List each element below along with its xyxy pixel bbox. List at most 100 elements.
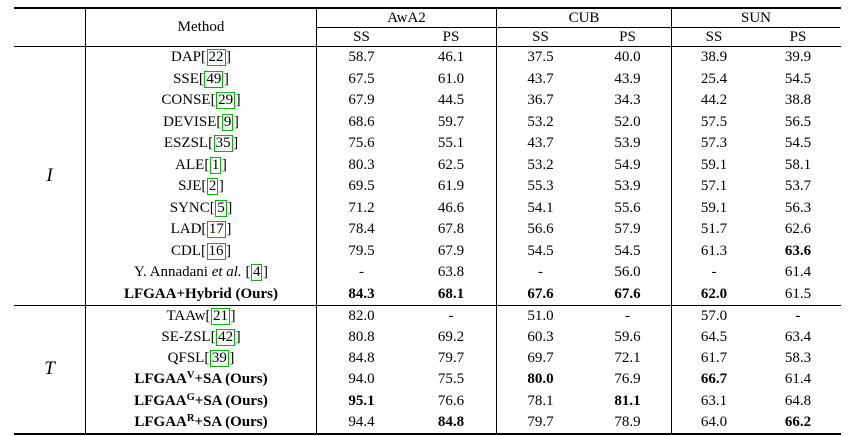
method-superscript: R	[186, 412, 195, 424]
method-name-text: QFSL	[167, 350, 205, 367]
value-cell: 84.8	[316, 348, 406, 370]
citation-link[interactable]: 17	[206, 221, 226, 238]
value-cell: 57.5	[671, 111, 756, 133]
method-superscript: G	[186, 391, 195, 403]
value-cell: 60.3	[496, 327, 584, 349]
value-cell: 76.6	[437, 392, 465, 409]
citation-link[interactable]: 21	[211, 308, 231, 325]
value-cell: 61.4	[784, 264, 812, 280]
table-row: CONSE[29] 67.9 44.5 36.7 34.3 44.2 38.8	[86, 90, 841, 112]
value-cell: 62.5	[437, 156, 465, 173]
value-cell: 67.9	[437, 242, 465, 259]
value-cell: 63.1	[671, 390, 756, 413]
method-cell: CONSE[29]	[161, 92, 241, 109]
value-cell: 46.6	[437, 199, 465, 216]
value-cell: 54.1	[496, 197, 584, 219]
value-cell: 59.6	[614, 329, 641, 346]
method-cell: Y. Annadani et al. [4]	[134, 264, 268, 281]
value-cell: 57.3	[671, 133, 756, 155]
value-cell: 53.2	[496, 154, 584, 176]
dataset-header-cub: CUB	[496, 9, 671, 28]
method-cell: CDL[16]	[171, 242, 231, 260]
method-cell: ESZSL[35]	[163, 135, 239, 152]
citation-link[interactable]: 16	[206, 242, 226, 260]
method-name-text: SSE	[173, 70, 199, 87]
value-cell: 56.6	[496, 219, 584, 241]
citation-link[interactable]: 2	[206, 178, 219, 195]
value-cell: 54.9	[614, 156, 641, 173]
value-cell: 63.6	[784, 242, 812, 259]
group-label: I	[14, 47, 86, 305]
value-cell: 55.3	[496, 176, 584, 198]
value-cell: 36.7	[496, 90, 584, 112]
value-cell: -	[671, 262, 756, 284]
table-row: LAD[17] 78.4 67.8 56.6 57.9 51.7 62.6	[86, 219, 841, 241]
value-cell: 44.2	[671, 90, 756, 112]
citation-link[interactable]: 4	[250, 264, 263, 281]
value-cell: 64.5	[671, 327, 756, 349]
citation-link[interactable]: 39	[209, 350, 229, 368]
citation-link[interactable]: 42	[216, 329, 236, 347]
value-cell: 59.7	[437, 113, 465, 130]
citation-link[interactable]: 5	[215, 199, 227, 217]
method-cell: SYNC[5]	[169, 199, 233, 217]
value-cell: 54.5	[496, 240, 584, 262]
value-cell: 78.1	[496, 390, 584, 413]
value-cell: 67.9	[316, 90, 406, 112]
value-cell: 34.3	[614, 92, 641, 108]
citation-link[interactable]: 22	[206, 49, 226, 66]
value-cell: 43.9	[614, 70, 641, 87]
value-cell: 56.5	[784, 113, 812, 130]
value-cell: 59.1	[671, 197, 756, 219]
value-cell: 67.6	[614, 285, 641, 302]
method-cell: SE-ZSL[42]	[161, 329, 241, 347]
value-cell: 81.1	[614, 392, 641, 409]
method-name-text: LFGAA	[134, 371, 187, 388]
value-cell: 59.1	[671, 154, 756, 176]
method-name-text: LFGAA	[134, 392, 187, 409]
value-cell: 25.4	[671, 68, 756, 90]
citation-link[interactable]: 1	[209, 156, 222, 174]
method-cell: LFGAAV+SA (Ours)	[86, 369, 316, 391]
method-cell: LFGAA+Hybrid (Ours)	[86, 284, 316, 306]
method-cell: LFGAAG+SA (Ours)	[86, 391, 316, 413]
table-row: DEVISE[9] 68.6 59.7 53.2 52.0 57.5 56.5	[86, 111, 841, 133]
value-cell: 57.9	[614, 221, 641, 237]
subheader-awa2-ps: PS	[442, 28, 460, 45]
value-cell: 58.3	[784, 350, 812, 367]
citation-link[interactable]: 35	[213, 135, 233, 152]
value-cell: 72.1	[614, 350, 641, 367]
value-cell: 58.7	[316, 47, 406, 69]
method-name-text: LFGAA	[134, 413, 187, 430]
table-row: SE-ZSL[42] 80.8 69.2 60.3 59.6 64.5 63.4	[86, 327, 841, 349]
dataset-header-awa2: AwA2	[316, 9, 496, 28]
table-row: ALE[1] 80.3 62.5 53.2 54.9 59.1 58.1	[86, 154, 841, 176]
table-header: Method AwA2 CUB SUN SS PS SS PS SS PS	[14, 9, 841, 47]
method-name-text: ESZSL	[163, 135, 209, 151]
value-cell: 94.4	[316, 411, 406, 434]
value-cell: 69.2	[437, 329, 465, 346]
citation-link[interactable]: 49	[204, 70, 224, 88]
value-cell: 56.0	[614, 264, 641, 280]
table-row: SSE[49] 67.5 61.0 43.7 43.9 25.4 54.5	[86, 68, 841, 90]
value-cell: 51.0	[496, 306, 584, 328]
citation-link[interactable]: 9	[221, 113, 234, 131]
value-cell: 56.3	[784, 199, 812, 216]
value-cell: 61.5	[784, 285, 812, 302]
method-name-text: LAD	[170, 221, 202, 237]
value-cell: 53.9	[614, 178, 641, 194]
value-cell: 43.7	[496, 68, 584, 90]
subheader-sun-ps: PS	[789, 28, 807, 45]
value-cell: 46.1	[437, 49, 465, 65]
method-name-text: ALE	[175, 156, 205, 173]
method-name-text: SYNC	[169, 199, 210, 216]
value-cell: 53.2	[496, 111, 584, 133]
table-row: CDL[16] 79.5 67.9 54.5 54.5 61.3 63.6	[86, 240, 841, 262]
citation-link[interactable]: 29	[216, 92, 236, 109]
table-row: QFSL[39] 84.8 79.7 69.7 72.1 61.7 58.3	[86, 348, 841, 370]
group-label: T	[14, 306, 86, 433]
value-cell: 84.8	[437, 413, 465, 430]
method-column-header: Method	[177, 19, 225, 35]
